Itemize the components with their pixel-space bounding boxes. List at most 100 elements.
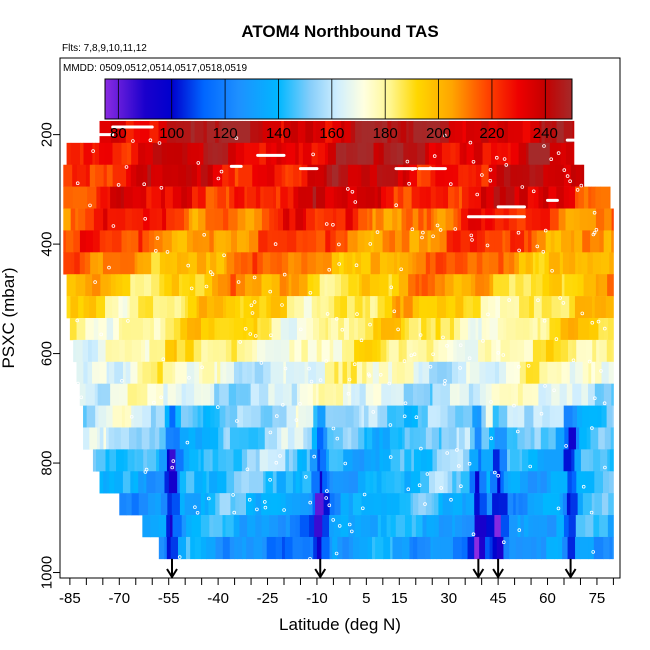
heatmap-cell — [200, 164, 209, 187]
heatmap-cell — [434, 515, 440, 538]
heatmap-cell — [285, 449, 290, 472]
heatmap-cell — [130, 274, 136, 297]
heatmap-cell — [153, 296, 160, 319]
heatmap-cell — [509, 515, 519, 538]
heatmap-cell — [399, 252, 409, 275]
flight-track-point — [554, 337, 559, 341]
heatmap-cell — [377, 515, 382, 538]
heatmap-cell — [365, 471, 371, 494]
heatmap-cell — [412, 493, 419, 516]
heatmap-cell — [356, 361, 363, 384]
flight-track-point — [502, 157, 507, 161]
heatmap-cell — [366, 427, 373, 450]
heatmap-cell — [394, 318, 402, 341]
heatmap-cell — [412, 208, 419, 231]
heatmap-cell — [611, 383, 614, 406]
heatmap-cell — [142, 515, 151, 538]
heatmap-cell — [156, 383, 164, 406]
heatmap-cell — [548, 427, 557, 450]
heatmap-cell — [581, 252, 588, 275]
flight-track-point — [325, 489, 329, 493]
heatmap-cell — [150, 405, 157, 428]
heatmap-cell — [426, 186, 432, 209]
heatmap-cell — [520, 471, 529, 494]
heatmap-cell — [105, 296, 109, 319]
heatmap-cell — [209, 515, 214, 538]
heatmap-cell — [325, 230, 329, 253]
heatmap-cell — [281, 164, 286, 187]
heatmap-cell — [499, 186, 507, 209]
heatmap-cell — [535, 252, 540, 275]
heatmap-cell — [545, 383, 552, 406]
heatmap-cell — [395, 515, 406, 538]
flight-track-point — [353, 200, 358, 204]
heatmap-cell — [572, 120, 575, 144]
heatmap-cell — [527, 186, 535, 209]
flight-track-point — [75, 181, 80, 186]
flight-track-point — [468, 140, 473, 145]
heatmap-cell — [183, 120, 192, 144]
flight-track-point — [308, 290, 313, 295]
heatmap-cell — [160, 186, 166, 209]
heatmap-cell — [583, 274, 589, 297]
heatmap-cell — [159, 449, 168, 472]
heatmap-cell — [541, 339, 547, 363]
heatmap-cell — [297, 449, 303, 472]
heatmap-cell — [98, 318, 108, 341]
heatmap-cell — [455, 296, 464, 319]
heatmap-cell — [205, 186, 215, 209]
heatmap-cell — [403, 186, 413, 209]
heatmap-cell — [299, 274, 308, 297]
heatmap-cell — [348, 274, 358, 297]
flight-track-point — [425, 472, 430, 476]
heatmap-cell — [417, 164, 422, 187]
heatmap-cell — [381, 208, 384, 231]
heatmap-cell — [121, 405, 126, 428]
heatmap-cell — [175, 383, 183, 406]
heatmap-cell — [324, 274, 328, 297]
heatmap-cell — [350, 361, 358, 384]
heatmap-cell — [379, 427, 384, 450]
heatmap-cell — [317, 405, 321, 428]
heatmap-cell — [390, 383, 397, 406]
flight-track-point — [362, 492, 367, 497]
heatmap-cell — [474, 186, 482, 209]
heatmap-cell — [528, 142, 536, 166]
heatmap-cell — [342, 361, 348, 384]
heatmap-cell — [209, 449, 213, 472]
flight-track-point — [549, 157, 553, 162]
heatmap-cell — [134, 405, 143, 428]
heatmap-cell — [383, 449, 391, 472]
heatmap-cell — [553, 252, 561, 275]
heatmap-cell — [431, 208, 435, 231]
heatmap-cell — [370, 515, 379, 538]
heatmap-cell — [134, 252, 138, 275]
heatmap-cell — [365, 186, 376, 209]
heatmap-cell — [448, 186, 455, 209]
heatmap-cell — [244, 186, 248, 209]
heatmap-cell — [370, 252, 381, 275]
heatmap-cell — [114, 427, 122, 450]
heatmap-cell — [387, 405, 397, 428]
flights-subtitle: Flts: 7,8,9,10,11,12 — [62, 43, 147, 54]
heatmap-cell — [500, 471, 505, 494]
heatmap-cell — [340, 274, 349, 297]
heatmap-cell — [72, 164, 78, 187]
heatmap-cell — [149, 120, 159, 144]
flight-track-point — [347, 522, 352, 527]
flight-track-point — [455, 448, 459, 452]
flight-track-point — [337, 262, 342, 266]
heatmap-cell — [349, 318, 355, 341]
heatmap-cell — [307, 252, 317, 275]
heatmap-cell — [188, 405, 194, 428]
heatmap-cell — [164, 405, 170, 428]
heatmap-cell — [468, 318, 471, 341]
heatmap-cell — [263, 186, 274, 209]
heatmap-cell — [265, 471, 274, 494]
flight-track-point — [152, 400, 156, 405]
heatmap-cell — [177, 230, 188, 253]
heatmap-cell — [436, 296, 447, 319]
heatmap-cell — [508, 208, 518, 231]
flight-track-point — [602, 326, 607, 331]
heatmap-cell — [506, 361, 515, 384]
